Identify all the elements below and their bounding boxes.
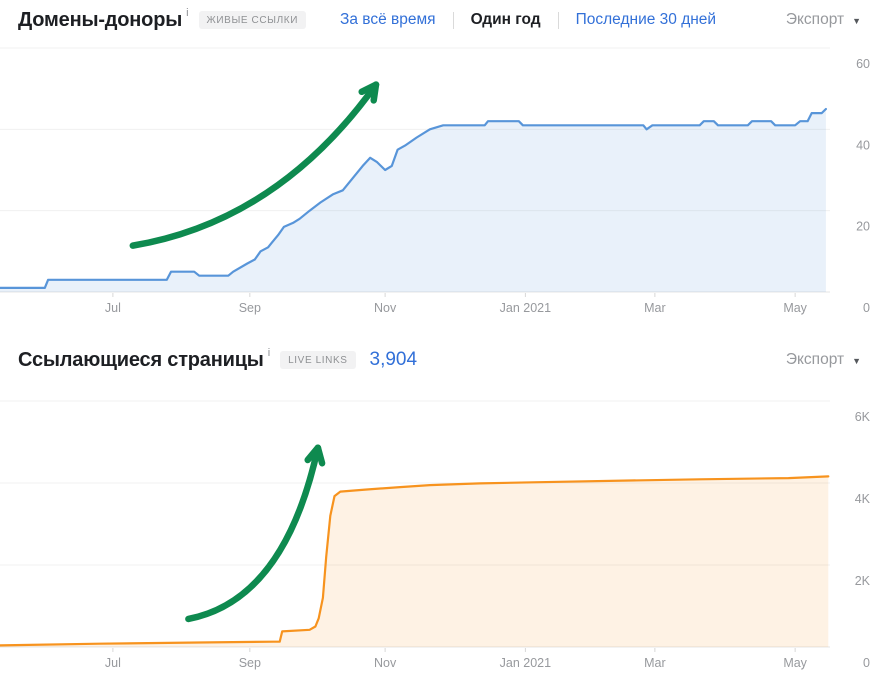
x-axis-label: Sep (239, 301, 261, 315)
y-axis-label: 40 (856, 138, 870, 152)
caret-down-icon: ▼ (852, 356, 861, 366)
growth-arrowhead (358, 81, 380, 104)
y-axis-label: 60 (856, 57, 870, 71)
y-axis-label: 4K (855, 492, 871, 506)
x-axis-label: Jul (105, 301, 121, 315)
x-axis-label: May (783, 656, 807, 670)
growth-arrowhead (304, 444, 326, 467)
chart-plot-area[interactable] (0, 401, 830, 647)
info-icon[interactable]: i (186, 7, 189, 19)
x-axis-label: Jan 2021 (500, 301, 551, 315)
y-axis-label: 20 (856, 220, 870, 234)
referring-pages-header: Ссылающиеся страницы i LIVE LINKS 3,904 … (0, 330, 877, 390)
area-series (0, 476, 829, 647)
page-title: Домены-доноры (18, 8, 183, 31)
line-series (0, 475, 830, 647)
x-axis-label: Nov (374, 656, 397, 670)
line-series (0, 107, 827, 289)
x-axis-label: Nov (374, 301, 397, 315)
export-button[interactable]: Экспорт ▼ (786, 330, 861, 390)
referring-domains-title-group: Домены-доноры i ЖИВЫЕ ССЫЛКИ (18, 7, 307, 32)
time-range-tabs: За всё время Один год Последние 30 дней (340, 0, 716, 40)
area-series (0, 109, 826, 292)
chart-plot-area[interactable] (0, 48, 830, 292)
tab-divider (557, 11, 559, 29)
info-icon[interactable]: i (267, 347, 271, 359)
growth-arrow-annotation (185, 444, 322, 623)
export-button[interactable]: Экспорт ▼ (786, 0, 861, 40)
caret-down-icon: ▼ (852, 16, 861, 26)
tab-all-time[interactable]: За всё время (340, 11, 436, 28)
x-axis-label: Mar (644, 301, 666, 315)
x-axis-label: Sep (239, 656, 261, 670)
referring-pages-title-group: Ссылающиеся страницы i LIVE LINKS 3,904 (18, 347, 418, 372)
live-links-badge: LIVE LINKS (280, 351, 356, 369)
y-axis-label: 0 (863, 656, 870, 670)
page-title: Ссылающиеся страницы (18, 348, 264, 371)
x-axis-label: May (783, 301, 807, 315)
tab-last-30-days[interactable]: Последние 30 дней (575, 11, 717, 28)
referring-domains-chart[interactable]: 60 40 20 0 Jul Sep Nov Jan 2021 Mar May (0, 40, 877, 330)
export-label: Экспорт (785, 351, 845, 368)
referring-domains-header: Домены-доноры i ЖИВЫЕ ССЫЛКИ За всё врем… (0, 0, 877, 40)
x-axis-label: Jan 2021 (500, 656, 551, 670)
y-axis-label: 2K (855, 574, 871, 588)
y-axis-label: 6K (855, 410, 871, 424)
live-links-count: 3,904 (369, 349, 418, 370)
x-axis-label: Jul (105, 656, 121, 670)
live-links-badge: ЖИВЫЕ ССЫЛКИ (198, 11, 307, 29)
growth-arrow-annotation (129, 81, 380, 249)
referring-pages-chart[interactable]: 6K 4K 2K 0 Jul Sep Nov Jan 2021 Mar May (0, 390, 877, 680)
y-axis-label: 0 (863, 301, 870, 315)
tab-one-year[interactable]: Один год (470, 11, 541, 28)
export-label: Экспорт (785, 11, 845, 28)
tab-divider (452, 11, 454, 29)
x-axis-label: Mar (644, 656, 666, 670)
